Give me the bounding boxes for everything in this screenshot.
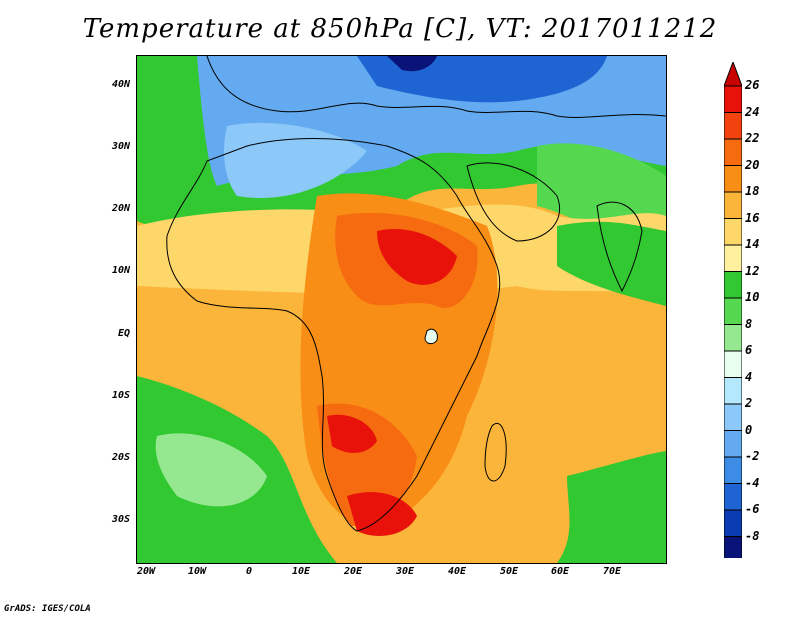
colorbar-swatch [724,324,742,352]
colorbar-swatch [724,218,742,246]
field-africa-hottest [377,228,457,285]
colorbar-label: 24 [745,104,760,119]
colorbar-label: 26 [745,78,760,92]
chart-title: Temperature at 850hPa [C], VT: 201701121… [82,14,718,44]
field-atlantic-light [155,433,267,507]
lon-label: 20E [343,566,363,577]
colorbar-swatch [724,377,742,405]
lon-label: 10E [291,566,311,577]
lat-label: 10N [111,265,130,276]
colorbar-label: 12 [745,263,760,278]
colorbar-swatch [724,456,742,484]
lat-label: 20S [111,452,130,463]
lat-label: 30N [111,141,130,152]
coastline-africa [166,138,501,532]
field-sahara-cool [224,122,367,198]
colorbar-swatch [724,536,742,558]
colorbar-over-triangle [724,62,742,87]
colorbar-label: -2 [745,449,760,463]
colorbar-swatch [724,244,742,272]
lon-label: 30E [395,566,415,577]
map-frame [136,55,667,564]
lake-victoria [424,328,438,345]
colorbar-label: 16 [745,210,760,225]
colorbar-swatch [724,165,742,193]
lat-label: 40N [111,79,130,90]
coastline-arabia [466,162,561,242]
temperature-map [137,56,666,563]
field-indian-ocean-green [557,221,666,306]
colorbar-label: 6 [745,343,753,357]
colorbar-label: -8 [745,528,760,543]
lon-label: 0 [245,566,253,577]
colorbar-swatch [724,509,742,537]
colorbar-label: 20 [745,157,760,172]
colorbar-label: 18 [745,184,760,198]
lat-label: 20N [111,203,130,214]
colorbar-label: 4 [745,369,753,384]
colorbar-swatch [724,191,742,219]
colorbar-label: -4 [745,475,760,490]
colorbar [724,62,742,558]
colorbar-swatch [724,138,742,166]
field-southern-indian-green [557,451,666,563]
colorbar-label: 2 [745,396,753,410]
colorbar-label: 14 [745,237,760,251]
colorbar-swatch [724,403,742,431]
colorbar-swatch [724,85,742,113]
coastline-europe [206,56,666,118]
colorbar-label: -6 [745,502,760,516]
coastline-india [596,201,643,293]
lon-label: 40E [447,566,467,577]
field-southern-tip-hot [347,492,417,536]
colorbar-swatch [724,271,742,299]
coastline-madagascar [484,423,507,482]
lat-label: EQ [117,328,130,339]
lon-label: 20W [136,566,156,577]
field-colder-core [387,56,437,72]
lat-label: 10S [111,390,130,401]
colorbar-swatch [724,350,742,378]
colorbar-swatch [724,297,742,325]
lon-label: 60E [550,566,570,577]
grads-credit: GrADS: IGES/COLA [4,604,91,614]
lon-label: 50E [499,566,519,577]
colorbar-label: 10 [745,290,760,304]
colorbar-label: 0 [745,422,753,437]
field-south-hottest [327,414,377,453]
colorbar-swatch [724,112,742,140]
colorbar-label: 8 [745,316,753,331]
colorbar-label: 22 [745,131,760,145]
lat-label: 30S [111,514,130,525]
lon-label: 70E [602,566,622,577]
colorbar-swatch [724,483,742,511]
colorbar-swatch [724,430,742,458]
lon-label: 10W [187,566,207,577]
